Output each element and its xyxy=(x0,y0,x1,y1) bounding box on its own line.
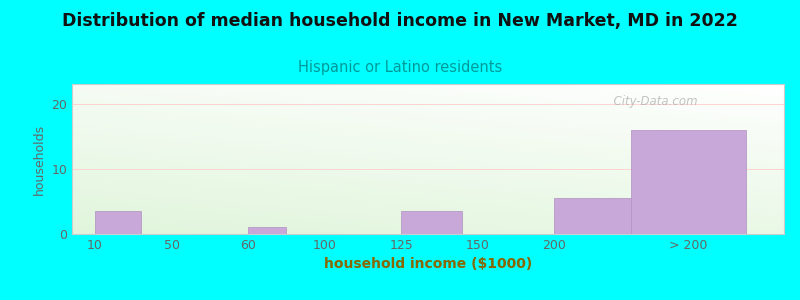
Text: Hispanic or Latino residents: Hispanic or Latino residents xyxy=(298,60,502,75)
X-axis label: household income ($1000): household income ($1000) xyxy=(324,257,532,272)
Bar xyxy=(402,211,462,234)
Bar xyxy=(631,130,746,234)
Bar xyxy=(95,211,141,234)
Bar xyxy=(554,198,669,234)
Y-axis label: households: households xyxy=(33,123,46,195)
Text: Distribution of median household income in New Market, MD in 2022: Distribution of median household income … xyxy=(62,12,738,30)
Text: City-Data.com: City-Data.com xyxy=(606,94,698,107)
Bar xyxy=(248,227,286,234)
